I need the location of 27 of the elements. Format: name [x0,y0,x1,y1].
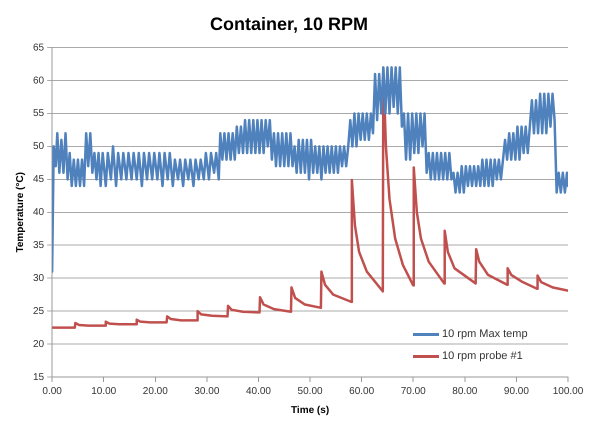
x-tick-label: 70.00 [400,386,426,397]
y-tick-label: 30 [33,272,45,284]
y-tick-label: 20 [33,338,45,350]
chart-title: Container, 10 RPM [210,14,368,34]
y-tick-label: 15 [33,372,45,383]
y-tick-label: 50 [33,141,45,152]
y-tick-label: 55 [33,108,45,120]
x-tick-label: 20.00 [142,386,168,397]
y-tick-label: 65 [33,42,45,54]
x-tick-label: 60.00 [349,386,375,397]
y-tick-label: 60 [33,75,45,86]
x-tick-label: 30.00 [194,386,220,397]
x-tick-label: 80.00 [452,386,478,397]
x-tick-label: 90.00 [504,386,530,397]
x-tick-label: 50.00 [298,386,324,397]
x-tick-label: 40.00 [246,386,272,397]
y-tick-label: 35 [33,240,45,251]
y-tick-label: 40 [33,207,45,218]
y-tick-label: 25 [33,306,45,317]
y-axis-title: Temperature (°C) [14,172,26,253]
x-tick-label: 10.00 [91,386,117,397]
legend-label: 10 rpm probe #1 [442,349,523,364]
y-tick-label: 45 [33,174,45,186]
x-tick-label: 0.00 [42,386,62,397]
legend-label: 10 rpm Max temp [442,327,528,342]
x-tick-label: 100.00 [552,386,584,397]
x-axis-title: Time (s) [290,404,330,416]
